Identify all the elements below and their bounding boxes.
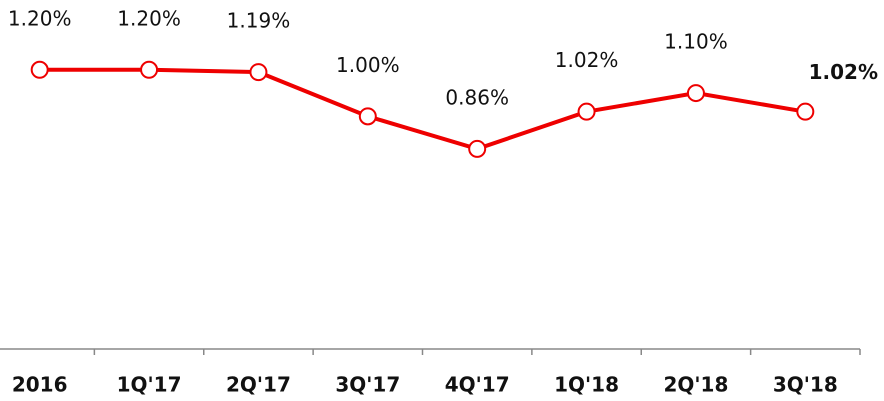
x-tick-label: 3Q'17 [335,373,400,397]
point [140,60,159,79]
point [577,102,596,121]
x-tick-label: 2Q'17 [226,373,291,397]
point [30,60,49,79]
x-tick-label: 1Q'17 [117,373,182,397]
x-tick-label: 2016 [12,373,68,397]
x-tick-label: 2Q'18 [664,373,729,397]
value-label: 1.02% [555,48,619,72]
x-tick-label: 1Q'18 [554,373,619,397]
value-label: 1.02% [809,60,878,84]
value-label: 1.19% [227,9,291,33]
x-tick-label: 4Q'17 [445,373,510,397]
point [358,107,377,126]
value-label: 0.86% [445,85,509,109]
point [468,139,487,158]
point [686,84,705,103]
value-label: 1.20% [117,6,181,30]
value-label: 1.10% [664,30,728,54]
point [249,63,268,82]
value-label: 1.00% [336,53,400,77]
point [796,102,815,121]
value-label: 1.20% [8,6,72,30]
line [39,67,806,152]
x-tick-label: 3Q'18 [773,373,838,397]
